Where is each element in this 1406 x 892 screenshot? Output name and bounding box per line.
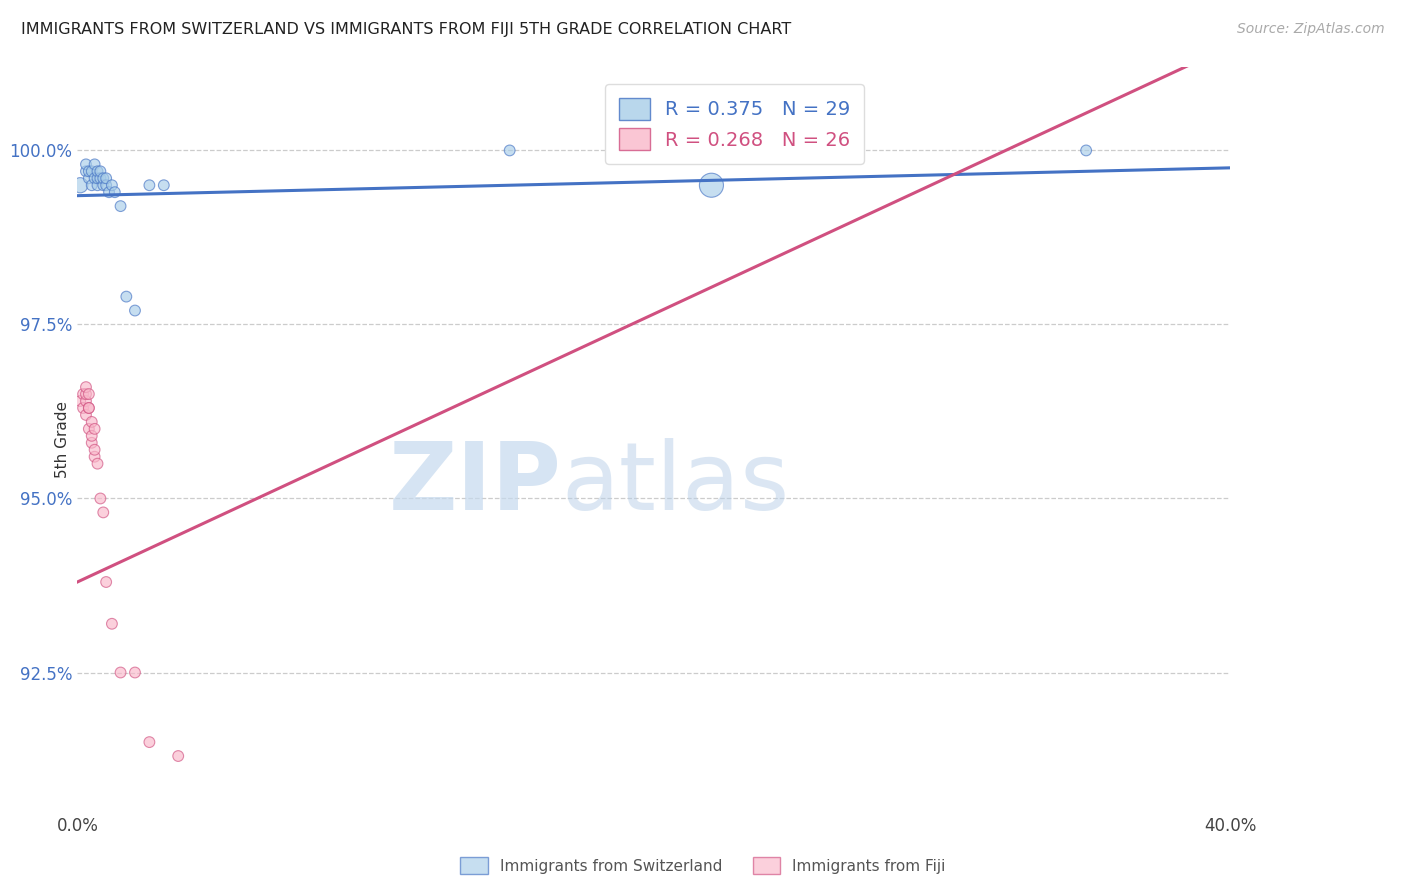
- Y-axis label: 5th Grade: 5th Grade: [55, 401, 70, 478]
- Point: [80, 429, 103, 443]
- Point: [138, 735, 160, 749]
- Point: [75, 157, 97, 171]
- Point: [80, 415, 103, 429]
- Point: [80, 435, 103, 450]
- Point: [83, 171, 105, 186]
- Point: [110, 199, 132, 213]
- Point: [75, 164, 97, 178]
- Point: [101, 616, 124, 631]
- Point: [69, 394, 91, 409]
- Point: [167, 749, 190, 764]
- Legend: Immigrants from Switzerland, Immigrants from Fiji: Immigrants from Switzerland, Immigrants …: [454, 851, 952, 880]
- Point: [1076, 144, 1098, 158]
- Point: [77, 401, 100, 415]
- Point: [69, 178, 91, 193]
- Point: [700, 178, 723, 193]
- Point: [77, 401, 100, 415]
- Text: IMMIGRANTS FROM SWITZERLAND VS IMMIGRANTS FROM FIJI 5TH GRADE CORRELATION CHART: IMMIGRANTS FROM SWITZERLAND VS IMMIGRANT…: [21, 22, 792, 37]
- Text: ZIP: ZIP: [388, 438, 561, 530]
- Point: [86, 164, 108, 178]
- Point: [110, 665, 132, 680]
- Point: [75, 394, 97, 409]
- Point: [80, 164, 103, 178]
- Point: [89, 491, 111, 506]
- Text: Source: ZipAtlas.com: Source: ZipAtlas.com: [1237, 22, 1385, 37]
- Point: [75, 387, 97, 401]
- Point: [138, 178, 160, 193]
- Point: [91, 178, 114, 193]
- Point: [72, 387, 94, 401]
- Point: [115, 290, 138, 304]
- Point: [89, 164, 111, 178]
- Point: [91, 505, 114, 519]
- Point: [89, 171, 111, 186]
- Point: [77, 164, 100, 178]
- Point: [75, 408, 97, 422]
- Point: [96, 574, 118, 589]
- Point: [96, 171, 118, 186]
- Point: [86, 178, 108, 193]
- Point: [83, 422, 105, 436]
- Point: [83, 450, 105, 464]
- Point: [83, 157, 105, 171]
- Point: [77, 171, 100, 186]
- Point: [96, 178, 118, 193]
- Point: [77, 422, 100, 436]
- Point: [77, 387, 100, 401]
- Point: [98, 185, 121, 199]
- Point: [499, 144, 522, 158]
- Point: [153, 178, 174, 193]
- Point: [80, 178, 103, 193]
- Legend: R = 0.375   N = 29, R = 0.268   N = 26: R = 0.375 N = 29, R = 0.268 N = 26: [605, 84, 865, 164]
- Point: [75, 380, 97, 394]
- Point: [101, 178, 124, 193]
- Point: [83, 442, 105, 457]
- Point: [91, 171, 114, 186]
- Text: atlas: atlas: [561, 438, 790, 530]
- Point: [104, 185, 127, 199]
- Point: [124, 665, 146, 680]
- Point: [86, 171, 108, 186]
- Point: [124, 303, 146, 318]
- Point: [72, 401, 94, 415]
- Point: [86, 457, 108, 471]
